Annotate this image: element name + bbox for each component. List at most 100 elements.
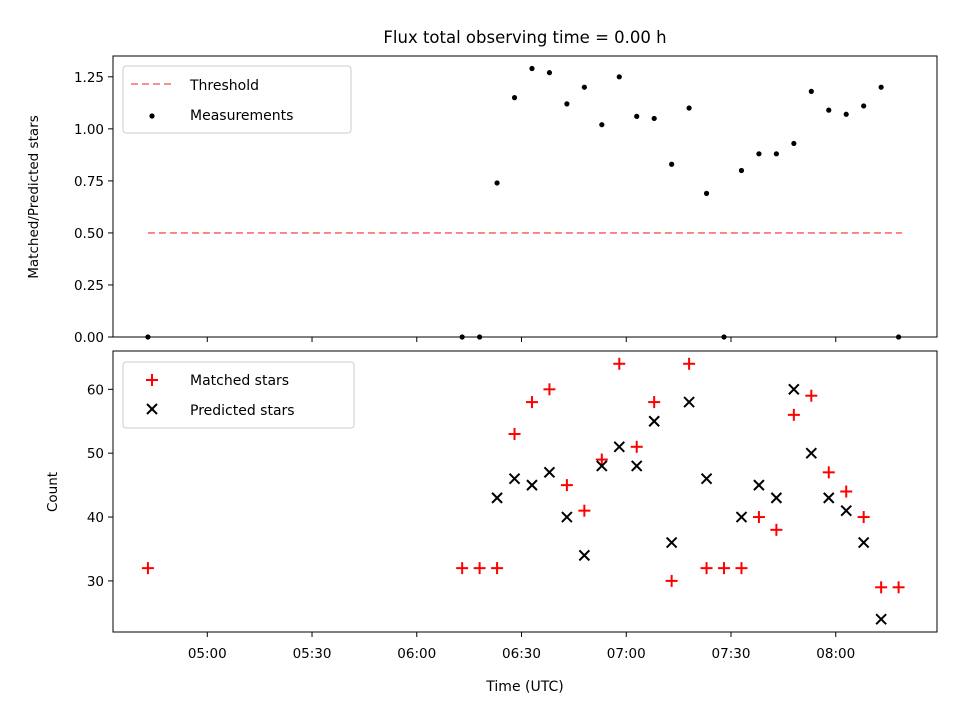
matched-stars-point <box>718 562 731 575</box>
measurement-point <box>843 111 849 117</box>
matched-stars-point <box>752 511 765 524</box>
predicted-stars-point <box>491 492 503 504</box>
measurement-point <box>546 70 553 76</box>
measurement-point <box>651 115 657 122</box>
top-y-tick-label: 0.75 <box>74 174 104 190</box>
matched-stars-point <box>525 396 538 409</box>
measurement-point <box>703 190 710 196</box>
matched-stars-point <box>683 357 696 370</box>
bottom-y-axis-label: Count <box>45 472 61 512</box>
top-y-tick-label: 0.25 <box>74 278 104 294</box>
bottom-y-ticks: 30 40 50 60 <box>87 382 113 590</box>
top-y-tick-label: 0.00 <box>74 330 104 346</box>
legend-matched-swatch <box>146 374 158 386</box>
x-tick-label: 06:30 <box>502 646 541 662</box>
predicted-stars-point <box>875 613 887 625</box>
bottom-y-tick-label: 60 <box>87 382 104 398</box>
x-axis-label: Time (UTC) <box>485 679 563 695</box>
measurement-point <box>686 105 692 111</box>
predicted-stars-point <box>508 473 521 485</box>
measurements-points <box>145 65 902 340</box>
predicted-stars-point <box>561 511 573 523</box>
predicted-stars-point <box>770 492 783 504</box>
x-tick-label: 06:00 <box>397 646 436 662</box>
measurement-point <box>861 103 867 109</box>
top-y-tick-label: 1.00 <box>74 122 104 138</box>
measurement-point <box>616 74 622 80</box>
predicted-stars-point <box>735 511 748 523</box>
top-legend: Threshold Measurements <box>122 65 352 134</box>
predicted-stars-point <box>805 447 818 459</box>
measurement-point <box>599 122 605 128</box>
bottom-y-tick-label: 30 <box>87 574 104 590</box>
matched-stars-point <box>456 562 469 575</box>
matched-stars-point <box>578 504 591 517</box>
matched-stars-point <box>648 396 661 409</box>
predicted-stars-point <box>613 441 625 453</box>
predicted-stars-point <box>788 383 800 396</box>
predicted-stars-point <box>543 466 556 479</box>
measurement-point <box>477 334 483 340</box>
bottom-y-tick-label: 40 <box>87 510 104 526</box>
matched-stars-point <box>630 440 643 453</box>
measurement-point <box>145 334 151 340</box>
measurement-point <box>721 334 727 340</box>
top-y-tick-label: 1.25 <box>74 70 104 86</box>
matched-stars-point <box>141 562 154 575</box>
measurement-point <box>459 334 465 340</box>
measurement-point <box>826 107 832 113</box>
legend-predicted-label: Predicted stars <box>190 403 295 419</box>
matched-stars-point <box>770 523 783 536</box>
measurement-point <box>669 161 675 167</box>
matched-stars-point <box>787 408 800 421</box>
predicted-stars-points <box>491 383 887 625</box>
x-tick-label: 05:30 <box>293 646 332 662</box>
measurement-point <box>564 101 570 107</box>
predicted-stars-point <box>823 492 835 504</box>
top-y-tick-label: 0.50 <box>74 226 104 242</box>
measurement-point <box>738 167 745 174</box>
bottom-y-tick-label: 50 <box>87 446 104 462</box>
measurement-point <box>634 113 640 119</box>
predicted-stars-point <box>683 396 695 408</box>
measurement-point <box>581 84 587 90</box>
measurement-point <box>808 88 814 94</box>
measurement-point <box>773 151 779 157</box>
matched-stars-point <box>613 357 626 370</box>
legend-measurements-swatch <box>149 113 155 119</box>
predicted-stars-point <box>526 479 538 491</box>
x-tick-label: 08:00 <box>816 646 855 662</box>
measurement-point <box>895 334 902 340</box>
bottom-legend-frame <box>122 361 355 429</box>
matched-stars-point <box>857 511 870 524</box>
matched-stars-point <box>543 383 556 396</box>
predicted-stars-point <box>700 473 713 485</box>
legend-predicted-swatch <box>146 403 158 415</box>
matched-stars-point <box>508 428 521 441</box>
predicted-stars-point <box>596 460 608 472</box>
matched-stars-point <box>822 466 835 479</box>
matched-stars-point <box>805 389 818 402</box>
top-legend-frame <box>122 65 352 134</box>
top-panel: 0.00 0.25 0.50 0.75 1.00 1.25 Matched/Predict… <box>26 55 938 346</box>
matched-stars-point <box>560 479 573 492</box>
measurement-point <box>494 180 500 186</box>
measurement-point <box>511 95 518 101</box>
top-x-ticks <box>206 337 837 342</box>
chart-title: Flux total observing time = 0.00 h <box>383 28 666 47</box>
legend-threshold-label: Threshold <box>189 78 259 94</box>
legend-matched-label: Matched stars <box>190 373 289 389</box>
measurement-point <box>529 65 535 72</box>
measurement-point <box>756 151 762 157</box>
predicted-stars-point <box>578 549 591 562</box>
top-y-ticks: 0.00 0.25 0.50 0.75 1.00 1.25 <box>74 70 113 346</box>
matched-stars-point <box>892 581 905 594</box>
predicted-stars-point <box>665 536 678 549</box>
top-y-axis-label: Matched/Predicted stars <box>26 115 42 278</box>
matched-stars-point <box>840 485 853 498</box>
matched-stars-point <box>875 581 888 594</box>
predicted-stars-point <box>753 479 765 491</box>
predicted-stars-point <box>648 415 660 427</box>
